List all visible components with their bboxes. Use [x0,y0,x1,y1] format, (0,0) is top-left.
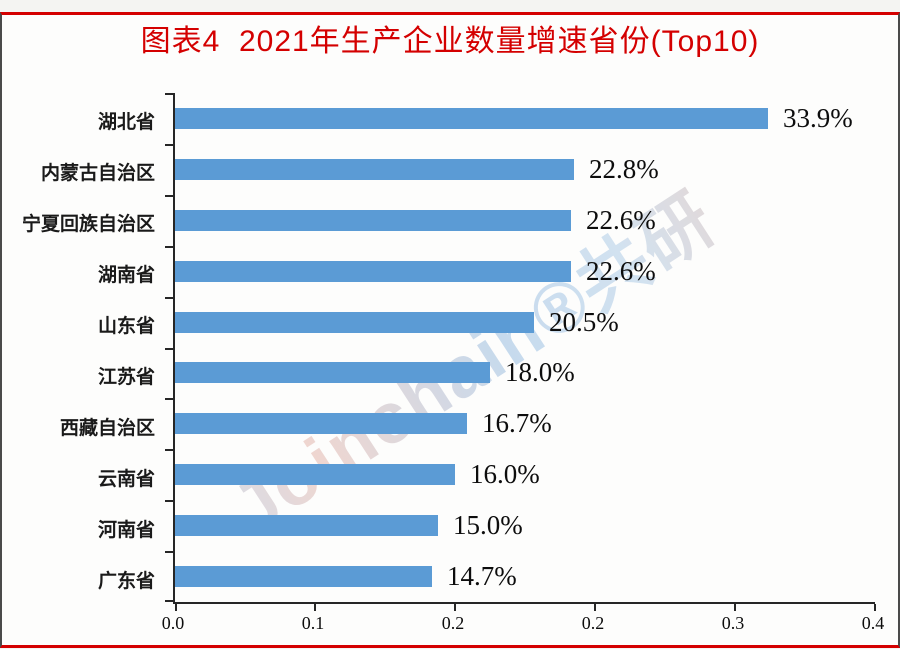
x-axis-tick [594,604,596,611]
bar-2 [175,159,574,180]
y-axis-tick [165,449,173,451]
bar-7 [175,413,467,434]
y-axis-tick [165,195,173,197]
bar-5 [175,312,534,333]
category-label: 广东省 [97,571,155,592]
y-axis-tick [165,246,173,248]
x-axis-tick [874,604,876,611]
category-label: 内蒙古自治区 [40,163,155,184]
bar-4 [175,261,571,282]
value-label: 20.5% [549,307,619,337]
x-axis-labels: 0.0 0.1 0.2 0.2 0.3 0.4 [0,613,900,637]
x-axis-tick [734,604,736,611]
x-axis-tick-label: 0.1 [301,613,325,633]
y-category-labels: 湖北省内蒙古自治区宁夏回族自治区湖南省山东省江苏省西藏自治区云南省河南省广东省 [0,93,163,602]
category-label: 云南省 [97,469,155,490]
value-label: 16.7% [482,408,552,438]
value-label: 18.0% [505,357,575,387]
x-axis-tick-label: 0.0 [161,613,185,633]
value-label: 22.8% [589,154,659,184]
category-label: 山东省 [97,316,155,337]
value-label: 16.0% [470,459,540,489]
plot-area: 33.9% 22.8% 22.6% 22.6% 20.5% 18.0% 16.7% 16.0%… [165,93,876,611]
value-label: 22.6% [586,205,656,235]
category-label: 湖北省 [97,112,155,133]
bar-10 [175,566,432,587]
y-axis-tick [165,551,173,553]
y-axis-tick [165,500,173,502]
category-label: 宁夏回族自治区 [21,214,155,235]
category-label: 西藏自治区 [59,418,155,439]
bar-3 [175,210,571,231]
x-axis-tick-label: 0.2 [581,613,605,633]
x-axis-tick-label: 0.3 [721,613,745,633]
bar-9 [175,515,438,536]
y-axis-tick [165,398,173,400]
x-axis-tick-label: 0.4 [861,613,885,633]
bar-6 [175,362,490,383]
value-label: 22.6% [586,256,656,286]
y-axis-tick [165,348,173,350]
x-axis-tick [175,604,177,611]
value-label: 15.0% [453,510,523,540]
y-axis-tick [165,297,173,299]
category-label: 河南省 [97,520,155,541]
value-label: 33.9% [783,103,853,133]
chart-title: 图表4 2021年生产企业数量增速省份(Top10) [140,25,760,58]
bar-8 [175,464,455,485]
y-axis-tick [165,93,173,95]
x-axis-tick [454,604,456,611]
bar-1 [175,108,768,129]
category-label: 江苏省 [97,367,155,388]
y-axis-tick [165,144,173,146]
y-axis-tick [165,600,173,602]
x-axis-tick [314,604,316,611]
value-label: 14.7% [447,561,517,591]
category-label: 湖南省 [97,265,155,286]
x-axis-tick-label: 0.2 [441,613,465,633]
